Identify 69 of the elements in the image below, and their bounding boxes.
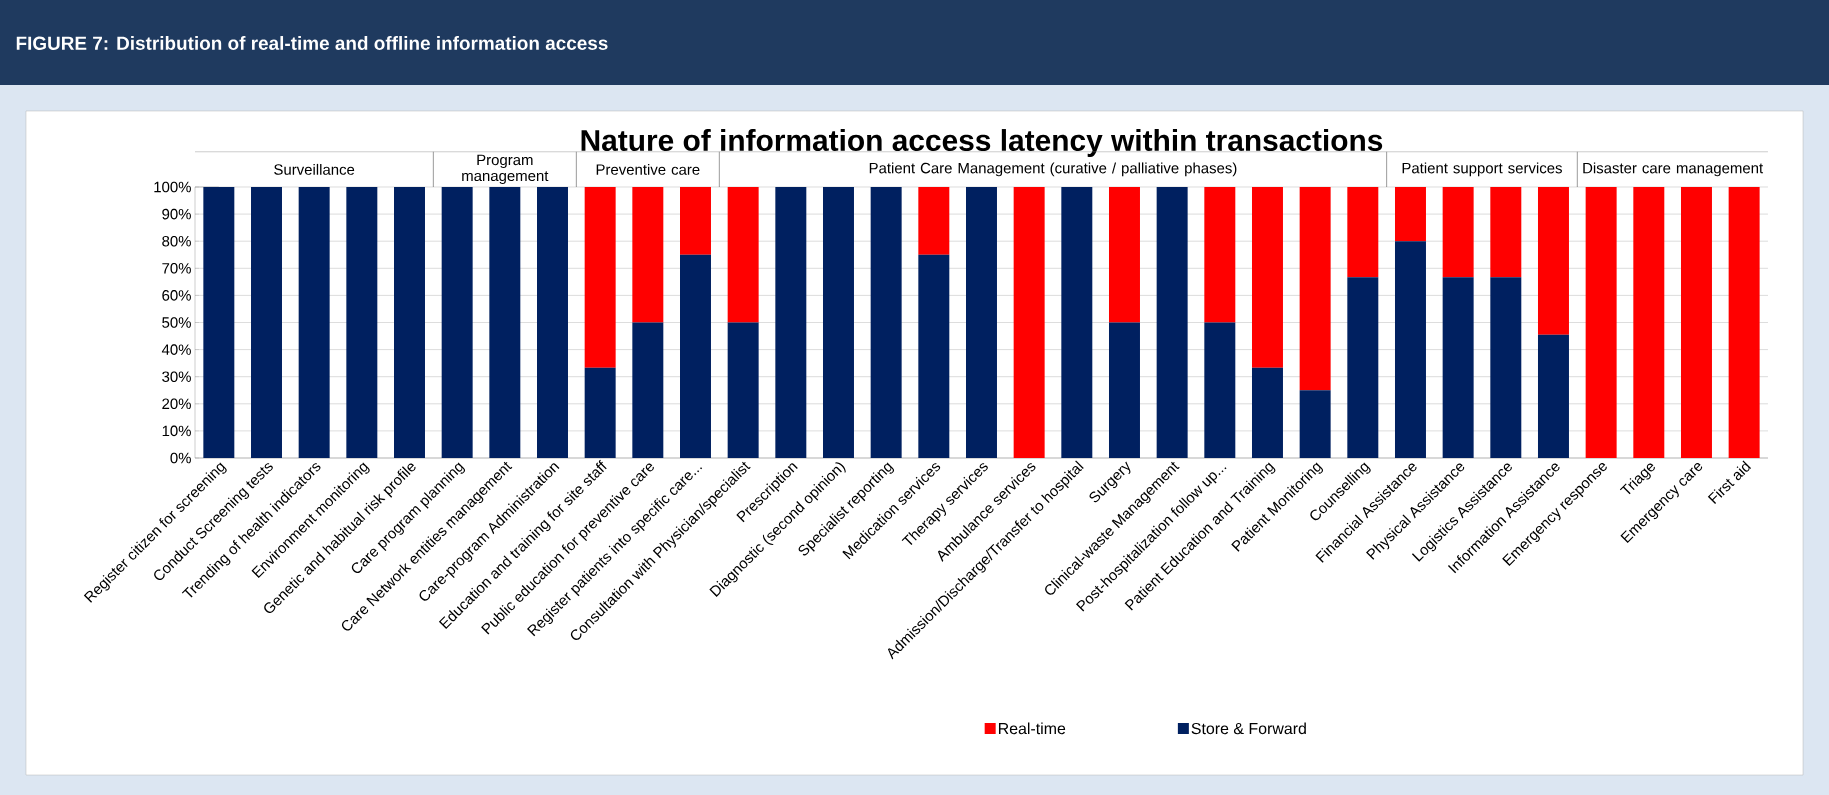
bar [1442, 277, 1474, 458]
bar [489, 187, 521, 458]
bar [1490, 187, 1522, 278]
bar [680, 187, 711, 255]
bar [1299, 390, 1331, 458]
x-tick-label: First aid [1707, 460, 1752, 505]
bar [1585, 187, 1617, 458]
text: Program management [462, 154, 549, 185]
bar [584, 367, 616, 458]
bar [1251, 187, 1283, 368]
bar [251, 187, 282, 458]
bar [203, 187, 235, 458]
bar [632, 322, 664, 458]
bar [298, 187, 330, 458]
bar [727, 322, 759, 458]
bar [1204, 322, 1236, 458]
text: Disaster care management [1583, 162, 1764, 177]
bar [1633, 187, 1665, 458]
bar [1728, 187, 1760, 458]
bar [346, 187, 378, 458]
caption: FIGURE 7: Distribution of real-time and offline information access [16, 36, 608, 50]
y-tick-label: 80% [162, 235, 191, 247]
bar [584, 187, 616, 368]
text: Patient Care Management (curative / palliative phases) [869, 162, 1237, 177]
bar [1299, 187, 1331, 391]
text: Preventive care [596, 163, 700, 175]
bar [775, 187, 807, 458]
y-tick-label: 60% [162, 290, 191, 301]
bar [394, 187, 425, 458]
bar [727, 187, 759, 323]
legend-label: Store & Forward [1191, 722, 1306, 735]
bar [680, 254, 711, 458]
y-tick-label: 30% [162, 371, 191, 382]
bar [823, 187, 854, 458]
y-tick-label: 90% [162, 208, 191, 220]
bar [1394, 187, 1426, 242]
bar [1490, 277, 1522, 458]
y-tick-label: 70% [162, 263, 191, 274]
bar [1347, 277, 1379, 458]
y-tick-label: 0% [170, 452, 191, 464]
y-tick-label: 20% [162, 398, 191, 410]
bar [1442, 187, 1474, 278]
bar [1204, 187, 1236, 323]
bar [632, 187, 664, 323]
bar [1347, 187, 1379, 278]
bar [1108, 322, 1140, 458]
bar [966, 187, 997, 458]
legend-label: Real-time [998, 722, 1066, 735]
bar [1108, 187, 1140, 323]
bar [1680, 187, 1712, 458]
text: Surveillance [274, 163, 355, 175]
bar [1537, 187, 1569, 335]
bar [537, 187, 568, 458]
bar [918, 254, 950, 458]
bar [441, 187, 473, 458]
bar [1156, 187, 1188, 458]
bar [870, 187, 902, 458]
y-tick-label: 40% [161, 344, 191, 355]
bar [1251, 367, 1283, 458]
text: Patient support services [1402, 162, 1562, 177]
y-tick-label: 100% [154, 181, 191, 193]
bar [1537, 334, 1569, 458]
chart-title: Nature of information access latency within transactions [581, 129, 1383, 157]
bar [1061, 187, 1093, 458]
bar [1013, 187, 1045, 458]
y-tick-label: 50% [162, 317, 191, 328]
bar [1394, 241, 1426, 458]
bar [918, 187, 950, 255]
y-tick-label: 10% [162, 425, 191, 437]
